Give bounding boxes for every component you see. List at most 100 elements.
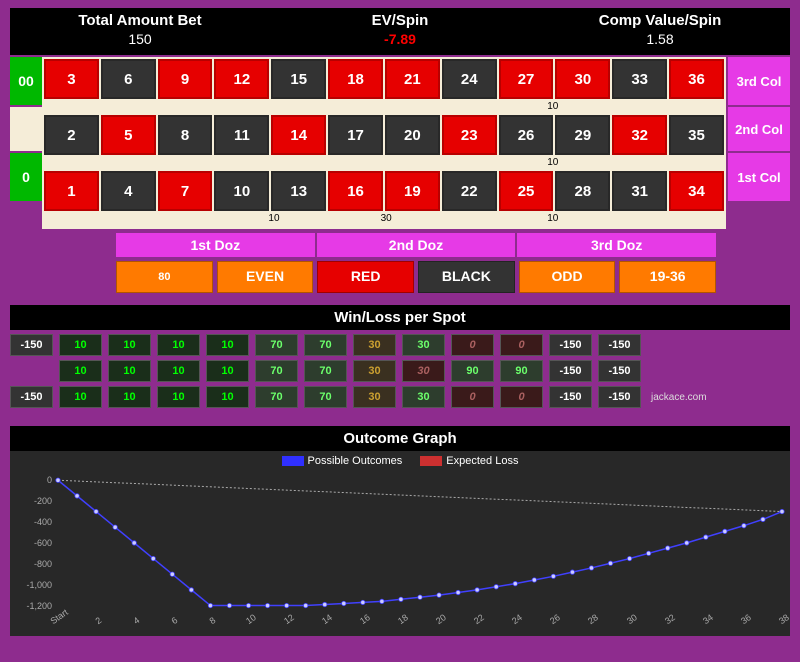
wl-cell: -150 xyxy=(549,334,592,356)
dozen-3[interactable]: 3rd Doz xyxy=(517,233,716,257)
number-24[interactable]: 24 xyxy=(442,59,497,99)
number-28[interactable]: 28 xyxy=(555,171,610,211)
chip-label: 30 xyxy=(381,213,392,224)
number-26[interactable]: 26 xyxy=(499,115,554,155)
zero-00[interactable]: 00 xyxy=(10,57,42,105)
wl-cell: 10 xyxy=(157,360,200,382)
number-22[interactable]: 22 xyxy=(442,171,497,211)
zero-gap xyxy=(10,107,42,151)
stats-bar: Total Amount Bet150 EV/Spin-7.89 Comp Va… xyxy=(10,8,790,55)
ev-label: EV/Spin xyxy=(270,12,530,29)
wl-cell: 0 xyxy=(451,386,494,408)
wl-cell: 90 xyxy=(451,360,494,382)
number-4[interactable]: 4 xyxy=(101,171,156,211)
y-tick: 0 xyxy=(47,475,52,485)
legend-expected-swatch xyxy=(420,456,442,466)
number-8[interactable]: 8 xyxy=(158,115,213,155)
number-35[interactable]: 35 xyxy=(669,115,724,155)
wl-cell: 30 xyxy=(402,386,445,408)
number-12[interactable]: 12 xyxy=(214,59,269,99)
number-16[interactable]: 16 xyxy=(328,171,383,211)
number-10[interactable]: 10 xyxy=(214,171,269,211)
legend-possible-swatch xyxy=(282,456,304,466)
number-14[interactable]: 14 xyxy=(271,115,326,155)
y-tick: -200 xyxy=(34,496,52,506)
y-tick: -1,200 xyxy=(26,601,52,611)
dozen-2[interactable]: 2nd Doz xyxy=(317,233,516,257)
wl-cell: -150 xyxy=(549,386,592,408)
outside-bet-0[interactable]: 80 xyxy=(116,261,213,293)
number-1[interactable]: 1 xyxy=(44,171,99,211)
wl-cell: 70 xyxy=(304,386,347,408)
number-17[interactable]: 17 xyxy=(328,115,383,155)
number-27[interactable]: 27 xyxy=(499,59,554,99)
number-9[interactable]: 9 xyxy=(158,59,213,99)
wl-cell: 10 xyxy=(108,360,151,382)
number-31[interactable]: 31 xyxy=(612,171,667,211)
wl-cell: 10 xyxy=(206,386,249,408)
number-18[interactable]: 18 xyxy=(328,59,383,99)
number-19[interactable]: 19 xyxy=(385,171,440,211)
y-tick: -600 xyxy=(34,538,52,548)
wl-cell: 10 xyxy=(108,334,151,356)
zero-0[interactable]: 0 xyxy=(10,153,42,201)
number-15[interactable]: 15 xyxy=(271,59,326,99)
wl-cell: 0 xyxy=(500,334,543,356)
outside-bet-4[interactable]: ODD xyxy=(519,261,616,293)
outside-bet-1[interactable]: EVEN xyxy=(217,261,314,293)
y-tick: -800 xyxy=(34,559,52,569)
wl-cell: 70 xyxy=(304,360,347,382)
roulette-board: 00 0 369121518212427303336 10 2581114172… xyxy=(10,57,790,229)
comp-value: 1.58 xyxy=(530,31,790,47)
wl-cell: 30 xyxy=(353,334,396,356)
wl-cell: 10 xyxy=(206,334,249,356)
wl-cell: 70 xyxy=(255,386,298,408)
number-34[interactable]: 34 xyxy=(669,171,724,211)
chip-label: 10 xyxy=(547,101,558,112)
number-2[interactable]: 2 xyxy=(44,115,99,155)
number-29[interactable]: 29 xyxy=(555,115,610,155)
x-tick: 8 xyxy=(208,615,218,626)
column-2[interactable]: 2nd Col xyxy=(728,107,790,151)
dozen-1[interactable]: 1st Doz xyxy=(116,233,315,257)
wl-cell: 0 xyxy=(500,386,543,408)
y-tick: -400 xyxy=(34,517,52,527)
wl-cell: -150 xyxy=(598,334,641,356)
number-3[interactable]: 3 xyxy=(44,59,99,99)
number-21[interactable]: 21 xyxy=(385,59,440,99)
wl-cell: 10 xyxy=(59,386,102,408)
column-3[interactable]: 3rd Col xyxy=(728,57,790,105)
number-32[interactable]: 32 xyxy=(612,115,667,155)
number-23[interactable]: 23 xyxy=(442,115,497,155)
wl-side-2: -150 xyxy=(10,386,53,408)
wl-cell: 70 xyxy=(255,334,298,356)
number-30[interactable]: 30 xyxy=(555,59,610,99)
number-20[interactable]: 20 xyxy=(385,115,440,155)
column-1[interactable]: 1st Col xyxy=(728,153,790,201)
wl-cell: 10 xyxy=(59,334,102,356)
outside-bet-5[interactable]: 19-36 xyxy=(619,261,716,293)
legend-expected-label: Expected Loss xyxy=(446,455,518,467)
wl-cell: 10 xyxy=(206,360,249,382)
number-25[interactable]: 25 xyxy=(499,171,554,211)
wl-cell: 30 xyxy=(402,334,445,356)
comp-label: Comp Value/Spin xyxy=(530,12,790,29)
chip-label: 10 xyxy=(547,213,558,224)
outside-bet-2[interactable]: RED xyxy=(317,261,414,293)
number-33[interactable]: 33 xyxy=(612,59,667,99)
number-6[interactable]: 6 xyxy=(101,59,156,99)
number-5[interactable]: 5 xyxy=(101,115,156,155)
number-13[interactable]: 13 xyxy=(271,171,326,211)
wl-cell: 10 xyxy=(157,386,200,408)
wl-cell: 30 xyxy=(402,360,445,382)
number-36[interactable]: 36 xyxy=(669,59,724,99)
number-7[interactable]: 7 xyxy=(158,171,213,211)
wl-cell: 10 xyxy=(157,334,200,356)
legend-possible-label: Possible Outcomes xyxy=(308,455,403,467)
y-tick: -1,000 xyxy=(26,580,52,590)
number-11[interactable]: 11 xyxy=(214,115,269,155)
outcome-chart: 0-200-400-600-800-1,000-1,200 Start24681… xyxy=(10,471,790,636)
x-tick: 4 xyxy=(132,615,142,626)
outside-bet-3[interactable]: BLACK xyxy=(418,261,515,293)
wl-cell: 30 xyxy=(353,386,396,408)
